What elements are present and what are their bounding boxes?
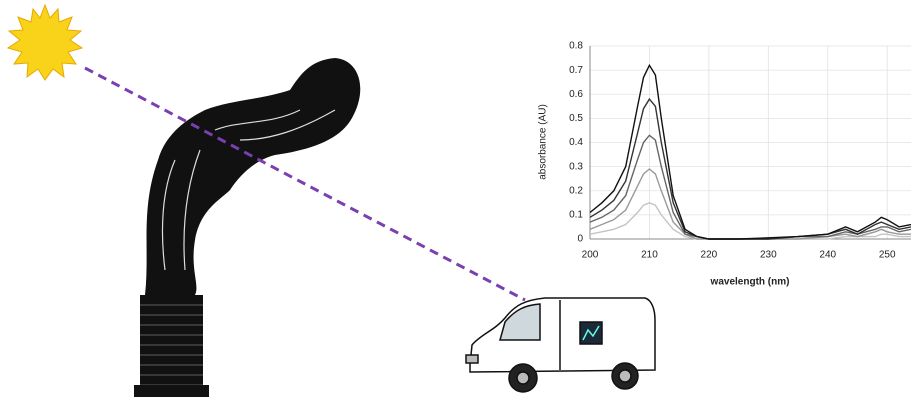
x-tick-label: 210	[641, 250, 658, 261]
x-tick-label: 240	[819, 250, 836, 261]
y-tick-label: 0.1	[569, 210, 583, 221]
y-tick-label: 0.6	[569, 89, 583, 100]
sun	[6, 3, 84, 81]
smoke-plume	[145, 58, 361, 295]
plume-highlights	[161, 109, 336, 271]
y-tick-label: 0.2	[569, 185, 583, 196]
x-tick-label: 200	[582, 250, 599, 261]
spectrum-line	[589, 168, 911, 240]
x-tick-label: 250	[879, 250, 896, 261]
y-tick-label: 0.5	[569, 113, 583, 124]
chimney	[134, 295, 209, 397]
spectrum-line	[589, 63, 911, 240]
illustration	[6, 3, 656, 397]
x-axis-label: wavelength (nm)	[710, 277, 790, 288]
y-axis-label: absorbance (AU)	[538, 104, 549, 180]
y-tick-label: 0.3	[569, 161, 583, 172]
x-tick-label: 220	[701, 250, 718, 261]
y-tick-label: 0	[577, 234, 583, 245]
chart: absorbance (AU) wavelength (nm) 0 0.1 0.2 0…	[538, 41, 911, 288]
van	[465, 297, 656, 393]
light-path	[84, 66, 526, 302]
y-tick-label: 0.7	[569, 65, 583, 76]
y-tick-label: 0.8	[569, 41, 583, 52]
y-tick-label: 0.4	[569, 137, 583, 148]
x-tick-label: 230	[760, 250, 777, 261]
